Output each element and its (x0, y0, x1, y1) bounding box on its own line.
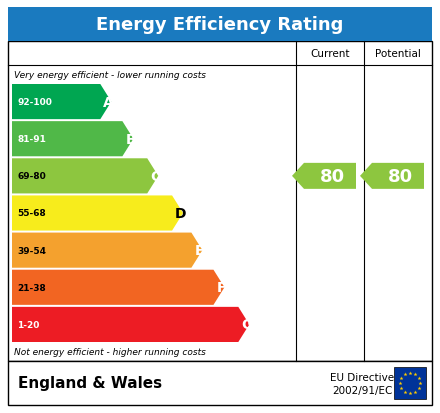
Polygon shape (12, 196, 183, 231)
Polygon shape (12, 307, 249, 342)
Text: 69-80: 69-80 (17, 172, 46, 181)
Polygon shape (360, 164, 424, 190)
Bar (8, 42, 432, 361)
Polygon shape (12, 159, 158, 194)
Polygon shape (292, 164, 356, 190)
Text: 80: 80 (319, 167, 345, 185)
Polygon shape (12, 270, 224, 305)
Polygon shape (12, 233, 202, 268)
Text: F: F (216, 280, 226, 294)
Text: C: C (150, 169, 161, 183)
Polygon shape (12, 85, 111, 120)
Polygon shape (12, 122, 133, 157)
Text: 1-20: 1-20 (17, 320, 39, 329)
Text: EU Directive: EU Directive (330, 372, 394, 382)
Text: B: B (125, 133, 136, 146)
Text: Energy Efficiency Rating: Energy Efficiency Rating (96, 16, 344, 34)
Text: 81-91: 81-91 (17, 135, 46, 144)
Text: G: G (241, 318, 253, 332)
Text: A: A (103, 95, 114, 109)
Text: 92-100: 92-100 (17, 98, 52, 107)
Bar (8, 361, 432, 405)
Text: D: D (175, 206, 187, 221)
Text: 2002/91/EC: 2002/91/EC (332, 385, 392, 395)
Text: Current: Current (310, 49, 350, 59)
Text: 80: 80 (388, 167, 413, 185)
Text: E: E (194, 244, 204, 258)
Text: 21-38: 21-38 (17, 283, 46, 292)
Text: Potential: Potential (375, 49, 421, 59)
Text: 55-68: 55-68 (17, 209, 46, 218)
Text: Very energy efficient - lower running costs: Very energy efficient - lower running co… (14, 70, 206, 79)
Bar (8, 8, 432, 42)
Text: Not energy efficient - higher running costs: Not energy efficient - higher running co… (14, 348, 206, 357)
Bar (394, 367, 426, 399)
Text: 39-54: 39-54 (17, 246, 46, 255)
Text: England & Wales: England & Wales (18, 375, 162, 391)
